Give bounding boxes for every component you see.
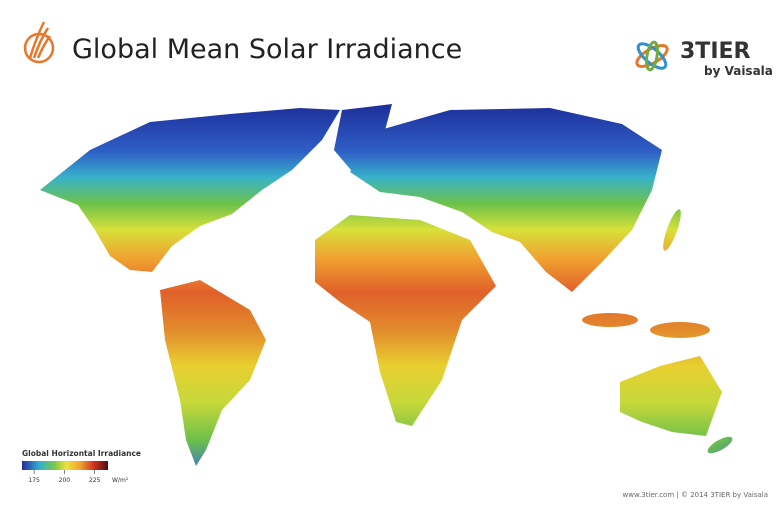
legend-tick-label: 225 [89,477,101,484]
legend-unit: W/m² [112,477,129,484]
brand-sub: by Vaisala [704,64,773,78]
north-america [40,108,340,272]
brand-name: 3TIER [680,39,751,64]
legend-colorbar [22,461,108,470]
island [707,436,733,454]
island [582,313,638,327]
island [650,322,710,338]
world-map [40,104,733,466]
greenland [334,104,392,176]
title: Global Mean Solar Irradiance [72,34,462,65]
island [663,209,681,251]
south-america [160,280,266,466]
australia [620,356,722,436]
africa [315,215,496,426]
eurasia [350,108,662,292]
footer: www.3tier.com | © 2014 3TIER by Vaisala [623,491,768,499]
legend-tick-label: 200 [59,477,71,484]
legend-title: Global Horizontal Irradiance [22,449,141,458]
brand-icon [635,40,669,72]
title-icon [23,21,55,64]
legend-ticks: 175 200 225 [28,470,101,484]
legend-tick-label: 175 [28,477,40,484]
